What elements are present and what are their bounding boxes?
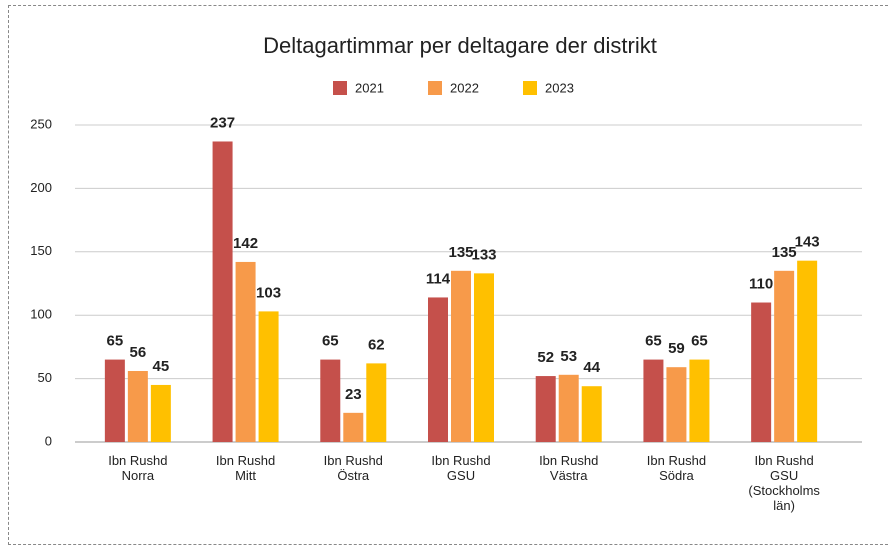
bar <box>474 273 494 442</box>
data-label: 142 <box>233 235 258 252</box>
legend-label: 2021 <box>355 80 384 95</box>
data-label: 114 <box>426 270 451 287</box>
x-tick-label: Ibn Rushd GSU (Stockholms län) <box>748 453 820 513</box>
x-tick-label: Ibn Rushd Södra <box>646 453 707 483</box>
data-label: 23 <box>345 386 362 403</box>
bar <box>643 359 664 442</box>
y-tick-label: 0 <box>45 433 52 448</box>
bar <box>258 311 279 442</box>
bar <box>797 260 818 442</box>
data-label: 110 <box>749 275 773 292</box>
bar <box>451 270 471 442</box>
bar <box>581 386 602 442</box>
legend-swatch <box>333 81 347 95</box>
chart-title: Deltagartimmar per deltagare der distrik… <box>263 33 657 58</box>
bar <box>428 297 448 442</box>
data-label: 65 <box>691 333 708 350</box>
y-tick-label: 200 <box>30 180 52 195</box>
y-tick-label: 150 <box>30 243 52 258</box>
bar <box>689 359 710 442</box>
y-tick-label: 50 <box>38 370 52 385</box>
data-label: 135 <box>448 244 473 261</box>
bar <box>104 359 125 442</box>
data-label: 65 <box>322 333 339 350</box>
data-label: 44 <box>583 359 600 376</box>
legend-swatch <box>428 81 442 95</box>
data-label: 62 <box>368 336 385 353</box>
y-tick-label: 100 <box>30 307 52 322</box>
bar <box>535 376 556 442</box>
bar <box>320 359 341 442</box>
x-tick-label: Ibn Rushd Västra <box>539 453 599 483</box>
data-label: 65 <box>107 333 124 350</box>
x-tick-label: Ibn Rushd Norra <box>108 453 168 483</box>
x-tick-label: Ibn Rushd Mitt <box>215 453 276 483</box>
bar <box>558 374 579 442</box>
bar <box>666 367 687 442</box>
bar <box>235 261 256 442</box>
data-label: 59 <box>668 340 685 357</box>
data-label: 133 <box>471 246 496 263</box>
data-label: 56 <box>130 344 147 361</box>
bar <box>366 363 387 442</box>
data-label: 65 <box>645 333 662 350</box>
bar <box>150 384 171 442</box>
data-label: 103 <box>256 284 281 301</box>
data-label: 143 <box>795 234 820 251</box>
frame <box>8 5 888 545</box>
data-label: 237 <box>210 114 235 131</box>
y-tick-label: 250 <box>30 116 52 131</box>
bar <box>127 370 148 442</box>
legend-swatch <box>523 81 537 95</box>
legend-label: 2023 <box>545 80 574 95</box>
data-label: 52 <box>537 349 554 366</box>
x-tick-label: Ibn Rushd GSU <box>431 453 491 483</box>
data-label: 135 <box>772 244 797 261</box>
bar <box>774 270 795 442</box>
bar <box>343 412 364 442</box>
bar <box>212 141 233 442</box>
x-tick-label: Ibn Rushd Östra <box>323 453 383 483</box>
data-label: 45 <box>153 358 170 375</box>
data-label: 53 <box>560 348 577 365</box>
legend-label: 2022 <box>450 80 479 95</box>
bar <box>751 302 772 442</box>
